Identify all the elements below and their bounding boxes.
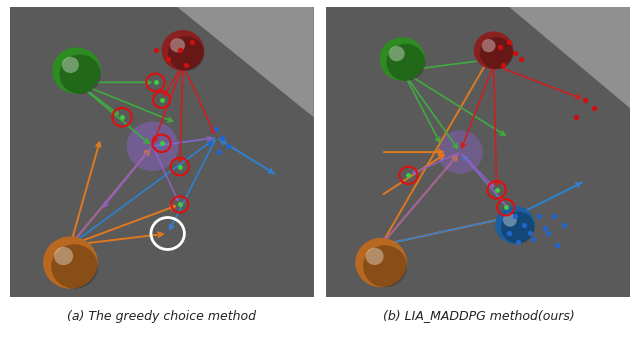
Text: (a) The greedy choice method: (a) The greedy choice method — [67, 310, 256, 322]
Circle shape — [51, 244, 98, 289]
Circle shape — [161, 30, 204, 71]
Circle shape — [501, 212, 534, 244]
Circle shape — [437, 130, 483, 174]
Circle shape — [54, 247, 73, 265]
Circle shape — [168, 36, 204, 71]
Polygon shape — [10, 7, 314, 297]
Circle shape — [388, 46, 404, 61]
Circle shape — [482, 39, 495, 52]
Text: (b) LIA_MADDPG method(ours): (b) LIA_MADDPG method(ours) — [383, 310, 575, 322]
Circle shape — [127, 122, 179, 171]
Circle shape — [495, 206, 534, 244]
Circle shape — [387, 44, 425, 81]
Circle shape — [474, 31, 513, 69]
Circle shape — [62, 57, 79, 73]
Circle shape — [363, 245, 407, 287]
Circle shape — [503, 213, 517, 227]
Polygon shape — [509, 7, 630, 108]
Polygon shape — [177, 7, 314, 117]
Circle shape — [60, 54, 101, 94]
Polygon shape — [10, 7, 314, 297]
Circle shape — [52, 47, 100, 94]
Circle shape — [365, 248, 384, 265]
Circle shape — [170, 38, 185, 52]
Circle shape — [480, 37, 513, 69]
Circle shape — [355, 238, 407, 287]
Circle shape — [43, 236, 98, 289]
Polygon shape — [326, 7, 630, 297]
Circle shape — [380, 37, 425, 81]
Polygon shape — [326, 7, 630, 297]
